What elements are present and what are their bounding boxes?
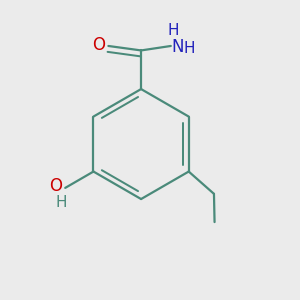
Text: O: O xyxy=(49,177,62,195)
Text: H: H xyxy=(167,23,179,38)
Text: H: H xyxy=(56,195,68,210)
Text: H: H xyxy=(184,41,195,56)
Text: N: N xyxy=(172,38,184,56)
Text: O: O xyxy=(92,36,105,54)
